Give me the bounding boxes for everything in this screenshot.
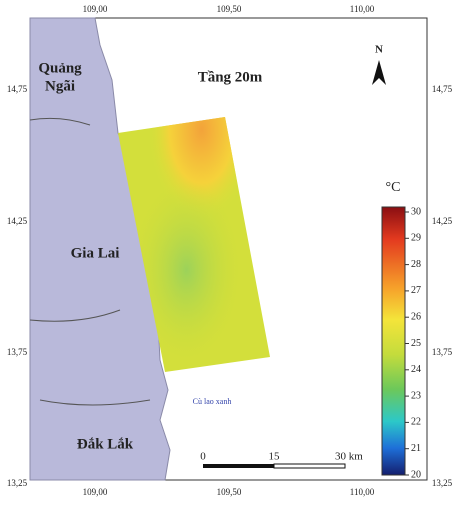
colorbar-label: 24 bbox=[411, 364, 421, 375]
scale-bar bbox=[273, 463, 346, 469]
place-label: Cù lao xanh bbox=[193, 397, 232, 406]
y-tick-label: 13,25 bbox=[7, 478, 28, 488]
y-tick-label: 14,75 bbox=[432, 84, 453, 94]
place-label: Gia Lai bbox=[71, 245, 120, 261]
x-tick-label: 109,50 bbox=[217, 4, 242, 14]
scale-label: 15 bbox=[269, 451, 281, 463]
y-tick-label: 14,75 bbox=[7, 84, 28, 94]
scale-label: 30 km bbox=[335, 451, 363, 463]
cool-zone bbox=[118, 117, 270, 372]
north-arrow bbox=[372, 60, 386, 85]
y-tick-label: 13,75 bbox=[7, 347, 28, 357]
y-tick-label: 13,75 bbox=[432, 347, 453, 357]
x-tick-label: 109,50 bbox=[217, 487, 242, 497]
x-tick-label: 110,00 bbox=[350, 487, 375, 497]
colorbar-label: 22 bbox=[411, 417, 421, 428]
colorbar bbox=[381, 206, 406, 476]
y-tick-label: 13,25 bbox=[432, 478, 453, 488]
colorbar-label: 23 bbox=[411, 390, 421, 401]
legend-unit: °C bbox=[386, 180, 401, 195]
place-label: Quảng bbox=[38, 60, 82, 76]
scale-bar bbox=[203, 464, 274, 468]
x-tick-label: 110,00 bbox=[350, 4, 375, 14]
x-tick-label: 109,00 bbox=[83, 487, 108, 497]
x-tick-label: 109,00 bbox=[83, 4, 108, 14]
colorbar-label: 26 bbox=[411, 311, 421, 322]
borders bbox=[29, 117, 151, 406]
colorbar-label: 29 bbox=[411, 233, 421, 244]
title: Tầng 20m bbox=[198, 69, 263, 85]
colorbar-label: 28 bbox=[411, 259, 421, 270]
y-tick-label: 14,25 bbox=[432, 216, 453, 226]
colorbar-label: 27 bbox=[411, 285, 421, 296]
place-label: Đắk Lắk bbox=[77, 436, 134, 452]
colorbar-label: 20 bbox=[411, 469, 421, 480]
place-label: Ngãi bbox=[45, 78, 75, 94]
colorbar-label: 30 bbox=[411, 206, 421, 217]
scale-label: 0 bbox=[200, 451, 206, 463]
y-tick-label: 14,25 bbox=[7, 216, 28, 226]
colorbar-label: 21 bbox=[411, 443, 421, 454]
colorbar-label: 25 bbox=[411, 338, 421, 349]
north-label: N bbox=[375, 44, 383, 56]
